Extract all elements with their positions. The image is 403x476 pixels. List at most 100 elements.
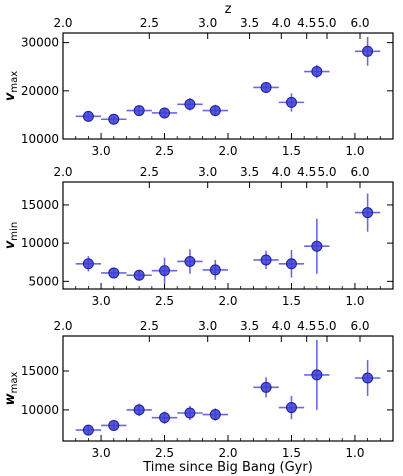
data-marker (159, 107, 171, 119)
x-tick-label: 1.0 (345, 446, 364, 460)
data-marker (108, 419, 120, 431)
data-marker (133, 105, 145, 117)
top-tick-label: 3.5 (240, 16, 259, 30)
data-point (126, 105, 152, 117)
data-marker (285, 96, 297, 108)
top-tick-label: 3.0 (198, 165, 217, 179)
top-tick-label: 4.0 (272, 16, 291, 30)
data-marker (362, 372, 374, 384)
data-marker (159, 412, 171, 424)
data-point (151, 411, 178, 424)
x-tick-label: 3.0 (92, 144, 111, 158)
top-tick-label: 5.0 (317, 319, 336, 333)
data-marker (159, 265, 171, 277)
x-tick-label: 3.0 (92, 446, 111, 460)
data-point (177, 249, 203, 274)
y-tick-label: 15000 (21, 198, 59, 212)
top-tick-label: 5.0 (317, 165, 336, 179)
y-tick-label: 10000 (21, 132, 59, 146)
data-point (354, 36, 381, 66)
top-tick-label: 4.5 (297, 165, 316, 179)
top-tick-label: 4.0 (272, 319, 291, 333)
data-point (278, 250, 305, 278)
data-marker (311, 369, 323, 381)
data-marker (209, 105, 221, 117)
data-marker (209, 264, 221, 276)
panel-3: 3.0 2.5 2.0 1.5 1.0 2.0 2.5 3.0 3.5 4.0 4.5 5.0 6.0 1… (3, 319, 394, 475)
data-marker (285, 402, 297, 414)
data-point (354, 360, 381, 396)
y-tick-label: 5000 (28, 274, 59, 288)
x-tick-label: 2.0 (218, 446, 237, 460)
data-point (75, 110, 102, 122)
x-tick-label: 2.0 (218, 144, 237, 158)
top-tick-label: 3.0 (198, 319, 217, 333)
top-tick-label: 2.0 (53, 165, 72, 179)
data-point (253, 377, 279, 398)
data-point (177, 406, 203, 420)
data-marker (133, 269, 145, 281)
y-axis-label: vmin (3, 222, 20, 249)
data-point (278, 93, 305, 112)
y-tick-label: 10000 (21, 403, 59, 417)
data-marker (362, 207, 374, 219)
y-axis-label-sub: max (9, 71, 20, 93)
y-tick-label: 30000 (21, 36, 59, 50)
data-point (202, 259, 228, 280)
data-point (101, 419, 127, 431)
top-tick-label: 4.5 (297, 16, 316, 30)
data-point (304, 64, 330, 79)
top-tick-label: 2.5 (140, 16, 159, 30)
top-tick-label: 6.0 (350, 16, 369, 30)
data-point (126, 269, 152, 281)
data-point (202, 408, 228, 421)
data-marker (311, 240, 323, 252)
data-marker (260, 81, 272, 93)
data-marker (209, 409, 221, 421)
x-tick-label: 3.0 (92, 294, 111, 308)
data-point (354, 193, 381, 232)
data-marker (311, 66, 323, 78)
top-tick-label: 2.5 (140, 319, 159, 333)
y-axis-label-main: v (3, 240, 18, 249)
y-axis-label: wmax (3, 372, 20, 406)
top-tick-label: 3.5 (240, 319, 259, 333)
y-tick-label: 20000 (21, 84, 59, 98)
x-tick-label: 2.0 (218, 294, 237, 308)
x-tick-label: 1.0 (345, 144, 364, 158)
y-tick-label: 15000 (21, 364, 59, 378)
panel-2: 3.0 2.5 2.0 1.5 1.0 2.0 2.5 3.0 3.5 4.0 4.5 5.0 6.0 5… (3, 165, 394, 308)
data-point (177, 98, 203, 111)
y-tick-label: 10000 (21, 236, 59, 250)
data-point (151, 257, 178, 284)
top-tick-label: 2.0 (53, 319, 72, 333)
data-point (75, 256, 102, 272)
x-tick-label: 2.5 (155, 294, 174, 308)
top-tick-label: 6.0 (350, 319, 369, 333)
y-axis-label: vmax (3, 71, 20, 101)
top-tick-label: 4.5 (297, 319, 316, 333)
data-point (101, 113, 127, 125)
data-marker (133, 404, 145, 416)
top-tick-label: 2.0 (53, 16, 72, 30)
x-tick-label: 2.5 (155, 144, 174, 158)
data-point (126, 403, 152, 417)
x-tick-label: 2.5 (155, 446, 174, 460)
y-axis-label-main: w (3, 392, 18, 405)
data-point (278, 395, 305, 420)
top-tick-label: 5.0 (317, 16, 336, 30)
data-point (202, 104, 228, 117)
x-tick-label: 1.5 (282, 446, 301, 460)
data-marker (260, 381, 272, 393)
data-marker (362, 45, 374, 57)
data-point (304, 339, 330, 410)
x-axis-label: Time since Big Bang (Gyr) (142, 460, 313, 475)
x-tick-label: 1.5 (282, 144, 301, 158)
top-tick-label: 3.5 (240, 165, 259, 179)
y-axis-label-main: v (3, 92, 18, 101)
data-marker (285, 258, 297, 270)
data-marker (260, 254, 272, 266)
x-tick-label: 1.5 (282, 294, 301, 308)
data-marker (184, 407, 196, 419)
